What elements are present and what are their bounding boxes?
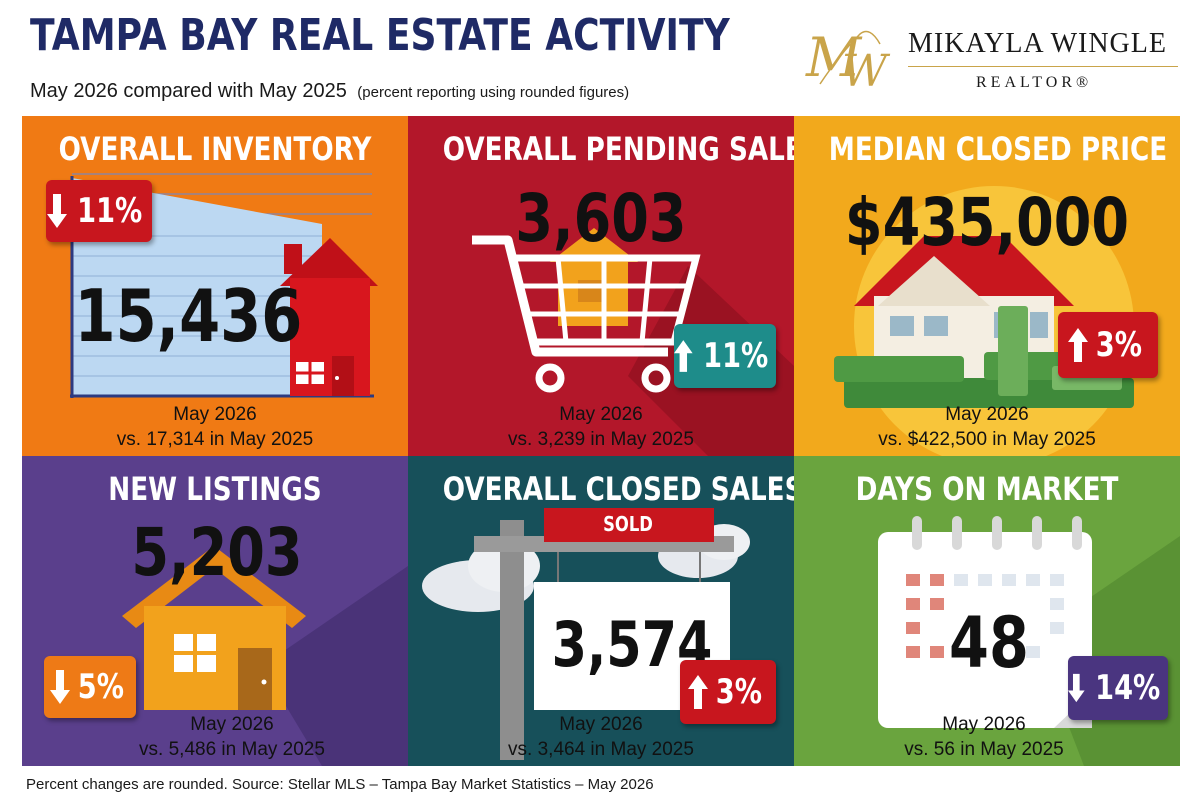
panel-title: OVERALL CLOSED SALES: [442, 470, 794, 508]
change-percent: 3%: [1095, 325, 1143, 365]
house-icon: [122, 546, 408, 766]
brand-divider: [908, 66, 1178, 67]
svg-text:W: W: [842, 46, 891, 97]
arrow-up-icon: [1068, 328, 1089, 362]
house-money-icon: [834, 186, 1134, 456]
panel-title: MEDIAN CLOSED PRICE: [828, 130, 1168, 168]
stat-value: 5,203: [131, 514, 303, 591]
panel-title: OVERALL PENDING SALES: [442, 130, 794, 168]
change-percent: 11%: [702, 336, 768, 376]
arrow-down-icon: [1068, 673, 1085, 703]
panel-overall-closed-sales: SOLD OVERALL CLOSED SALES 3,574 3% May 2…: [408, 456, 794, 766]
subtitle-main: May 2026 compared with May 2025: [30, 80, 347, 102]
period-label: May 2026: [559, 714, 643, 735]
svg-text:M: M: [805, 26, 863, 89]
arrow-up-icon: [688, 675, 709, 709]
source-note: Percent changes are rounded. Source: Ste…: [26, 776, 654, 793]
panel-overall-pending-sales: OVERALL PENDING SALES 3,603 11% May 2026…: [408, 116, 794, 456]
brand-role: REALTOR®: [976, 74, 1093, 91]
change-percent: 11%: [77, 191, 143, 231]
prior-value-label: vs. 3,464 in May 2025: [508, 739, 694, 760]
comparison-text: May 2026 vs. 3,464 in May 2025: [408, 712, 794, 762]
stat-value: $435,000: [844, 184, 1130, 261]
change-percent: 5%: [77, 667, 125, 707]
period-label: May 2026: [173, 404, 257, 425]
change-badge: 11%: [674, 324, 776, 388]
change-percent: 3%: [715, 672, 763, 712]
comparison-text: May 2026 vs. 5,486 in May 2025: [132, 712, 332, 762]
panel-days-on-market: DAYS ON MARKET 48 14% May 2026 vs. 56 in…: [794, 456, 1180, 766]
comparison-text: May 2026 vs. 56 in May 2025: [864, 712, 1104, 762]
comparison-text: May 2026 vs. $422,500 in May 2025: [794, 402, 1180, 452]
sold-sign-icon: [422, 508, 750, 760]
page-title: TAMPA BAY REAL ESTATE ACTIVITY: [30, 10, 730, 61]
change-badge: 5%: [44, 656, 136, 718]
prior-value-label: vs. $422,500 in May 2025: [878, 429, 1096, 450]
stat-value: 15,436: [74, 274, 303, 358]
arrow-up-icon: [674, 340, 693, 372]
monogram-logo-icon: M W: [805, 26, 891, 97]
panel-title: NEW LISTINGS: [108, 470, 322, 508]
arrow-down-icon: [47, 194, 68, 228]
change-badge: 14%: [1068, 656, 1168, 720]
change-percent: 14%: [1094, 668, 1160, 708]
change-badge: 3%: [1058, 312, 1158, 378]
change-badge: 11%: [46, 180, 152, 242]
stat-value: 3,603: [515, 180, 687, 257]
arrow-down-icon: [50, 670, 71, 704]
prior-value-label: vs. 56 in May 2025: [904, 739, 1064, 760]
panel-new-listings: NEW LISTINGS 5,203 5% May 2026 vs. 5,486…: [22, 456, 408, 766]
sold-sign-label: SOLD: [603, 512, 653, 536]
panel-median-closed-price: MEDIAN CLOSED PRICE $435,000 3% May 2026…: [794, 116, 1180, 456]
panel-overall-inventory: OVERALL INVENTORY 11% 15,436 May 2026 vs…: [22, 116, 408, 456]
comparison-text: May 2026 vs. 3,239 in May 2025: [408, 402, 794, 452]
period-label: May 2026: [559, 404, 643, 425]
subtitle-note: (percent reporting using rounded figures…: [357, 84, 630, 101]
panel-title: OVERALL INVENTORY: [58, 130, 372, 168]
page-subtitle: May 2026 compared with May 2025 (percent…: [30, 80, 629, 103]
stat-value: 48: [949, 602, 1029, 684]
prior-value-label: vs. 5,486 in May 2025: [139, 739, 325, 760]
panel-title: DAYS ON MARKET: [855, 470, 1119, 508]
stats-grid: OVERALL INVENTORY 11% 15,436 May 2026 vs…: [22, 116, 1180, 766]
period-label: May 2026: [942, 714, 1026, 735]
change-badge: 3%: [680, 660, 776, 724]
period-label: May 2026: [190, 714, 274, 735]
brand-block: M W MIKAYLA WINGLE REALTOR®: [800, 14, 1180, 104]
period-label: May 2026: [945, 404, 1029, 425]
brand-name: MIKAYLA WINGLE: [908, 28, 1167, 59]
prior-value-label: vs. 17,314 in May 2025: [116, 429, 314, 450]
prior-value-label: vs. 3,239 in May 2025: [508, 429, 694, 450]
comparison-text: May 2026 vs. 17,314 in May 2025: [22, 402, 408, 452]
